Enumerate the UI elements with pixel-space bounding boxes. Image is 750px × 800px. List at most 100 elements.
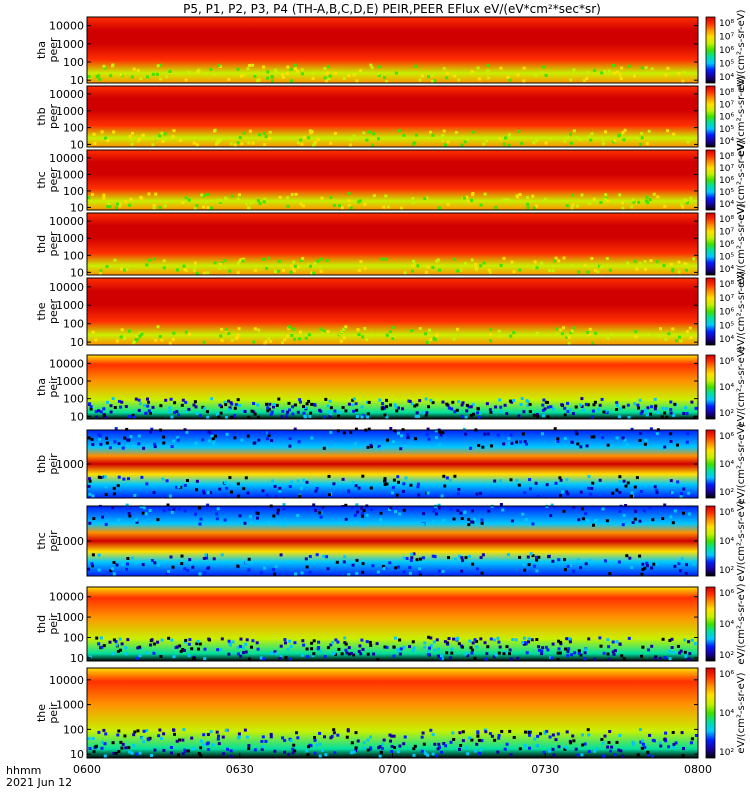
spectrogram-bin (307, 333, 311, 337)
spectrogram-bin (397, 129, 401, 133)
spectrogram-bin (595, 747, 599, 751)
spectrogram-bin (337, 414, 340, 418)
spectrogram-bin (304, 336, 308, 340)
spectrogram-bin (236, 271, 240, 275)
spectrogram-bin (505, 645, 509, 649)
spectrogram-bin (640, 654, 643, 658)
spectrogram-bin (354, 402, 358, 406)
spectrogram-bin (349, 430, 353, 434)
spectrogram-bin (469, 413, 473, 417)
spectrogram-bin (205, 410, 209, 414)
colorbar-tick-label: 10⁸ (719, 19, 734, 29)
spectrogram-bin (156, 563, 160, 567)
spectrogram-bin (526, 196, 529, 200)
spectrogram-bin (286, 196, 290, 200)
spectrogram-bin (442, 67, 446, 71)
spectrogram-bin (433, 648, 437, 652)
spectrogram-bin (570, 329, 574, 333)
spectrogram-bin (222, 752, 226, 756)
spectrogram-bin (308, 415, 312, 418)
spectrogram-bin (181, 738, 185, 742)
spectrogram-bin (585, 444, 589, 448)
spectrogram-bin (461, 401, 465, 405)
spectrogram-bin (117, 729, 121, 733)
spectrogram-bin (653, 485, 657, 489)
spectrogram-bin (475, 742, 479, 746)
spectrogram-bin (300, 142, 304, 146)
spectrogram-bin (535, 204, 538, 208)
spectrogram-bin (410, 402, 414, 406)
spectrogram-bin (227, 78, 231, 81)
spectrogram-bin (363, 266, 367, 270)
spectrogram-bin (619, 407, 623, 411)
spectrogram-bin (455, 327, 459, 331)
spectrogram-bin (463, 511, 467, 515)
colorbar-label: eV/(cm²-s-sr-eV) (736, 76, 747, 157)
spectrogram-bin (332, 651, 336, 655)
spectrogram-bin (644, 438, 648, 442)
spectrogram-bin (341, 477, 345, 481)
spectrogram-bin (466, 137, 470, 141)
spectrogram-bin (120, 267, 124, 271)
spectrogram-bin (293, 403, 297, 407)
spectrogram-bin (419, 557, 422, 561)
spectrogram-bin (313, 736, 316, 739)
spectrogram-bin (606, 745, 610, 749)
spectrogram-bin (395, 493, 399, 497)
spectrogram-bin (569, 141, 573, 145)
spectrogram-bin (465, 403, 469, 407)
spectrogram-bin (366, 748, 370, 752)
spectrogram-bin (338, 332, 342, 336)
spectrogram-bin (441, 134, 445, 137)
spectrogram-bin (110, 567, 114, 571)
panel-label-instrument: peer (47, 299, 60, 325)
spectrogram-bin (137, 408, 141, 412)
spectrogram-bin (191, 747, 195, 751)
spectrogram-bin (666, 129, 670, 133)
spectrogram-bin (258, 202, 262, 205)
x-tick-label: 0600 (73, 763, 101, 776)
spectrogram-bin (554, 738, 558, 742)
spectrogram-bin (593, 400, 597, 404)
panel-label: thepeir (35, 702, 60, 724)
spectrogram-bin (402, 490, 405, 493)
spectrogram-bin (112, 561, 116, 564)
colorbar-tick-label: 10⁶ (719, 240, 734, 250)
spectrogram-bin (431, 266, 435, 269)
spectrogram-bin (618, 491, 622, 494)
spectrogram-bin (182, 264, 186, 268)
spectrogram-bin (551, 264, 555, 268)
spectrogram-bin (199, 517, 203, 521)
spectrogram-bin (378, 447, 382, 451)
spectrogram-bin (616, 70, 620, 74)
panel-label: thapeir (35, 376, 60, 398)
spectrogram-bin (219, 648, 223, 652)
spectrogram-bin (577, 270, 581, 274)
spectrogram-bin (144, 411, 148, 415)
spectrogram-bin (587, 71, 590, 75)
spectrogram-bin (236, 398, 240, 402)
spectrogram-bin (188, 638, 192, 642)
spectrogram-bin (316, 647, 320, 651)
spectrogram-bin (470, 648, 474, 652)
spectrogram-bin (670, 491, 674, 494)
spectrogram-bin (193, 269, 196, 273)
spectrogram-bin (286, 334, 290, 338)
spectrogram-bin (311, 77, 315, 81)
spectrogram-bin (322, 446, 326, 450)
spectrogram-bin (366, 738, 370, 742)
spectrogram-bin (243, 728, 247, 732)
spectrogram-bin (631, 198, 635, 202)
spectrogram-bin (425, 432, 429, 436)
spectrogram-bin (123, 337, 127, 340)
spectrogram-bin (150, 638, 154, 642)
spectrogram-bin (292, 260, 296, 264)
spectrogram-bin (176, 268, 179, 272)
spectrogram-bin (453, 74, 457, 78)
spectrogram-bin (537, 555, 541, 559)
spectrogram-bin (480, 571, 484, 575)
spectrogram-bin (352, 134, 356, 138)
spectrogram-bin (253, 327, 257, 331)
spectrogram-bin (640, 66, 644, 70)
